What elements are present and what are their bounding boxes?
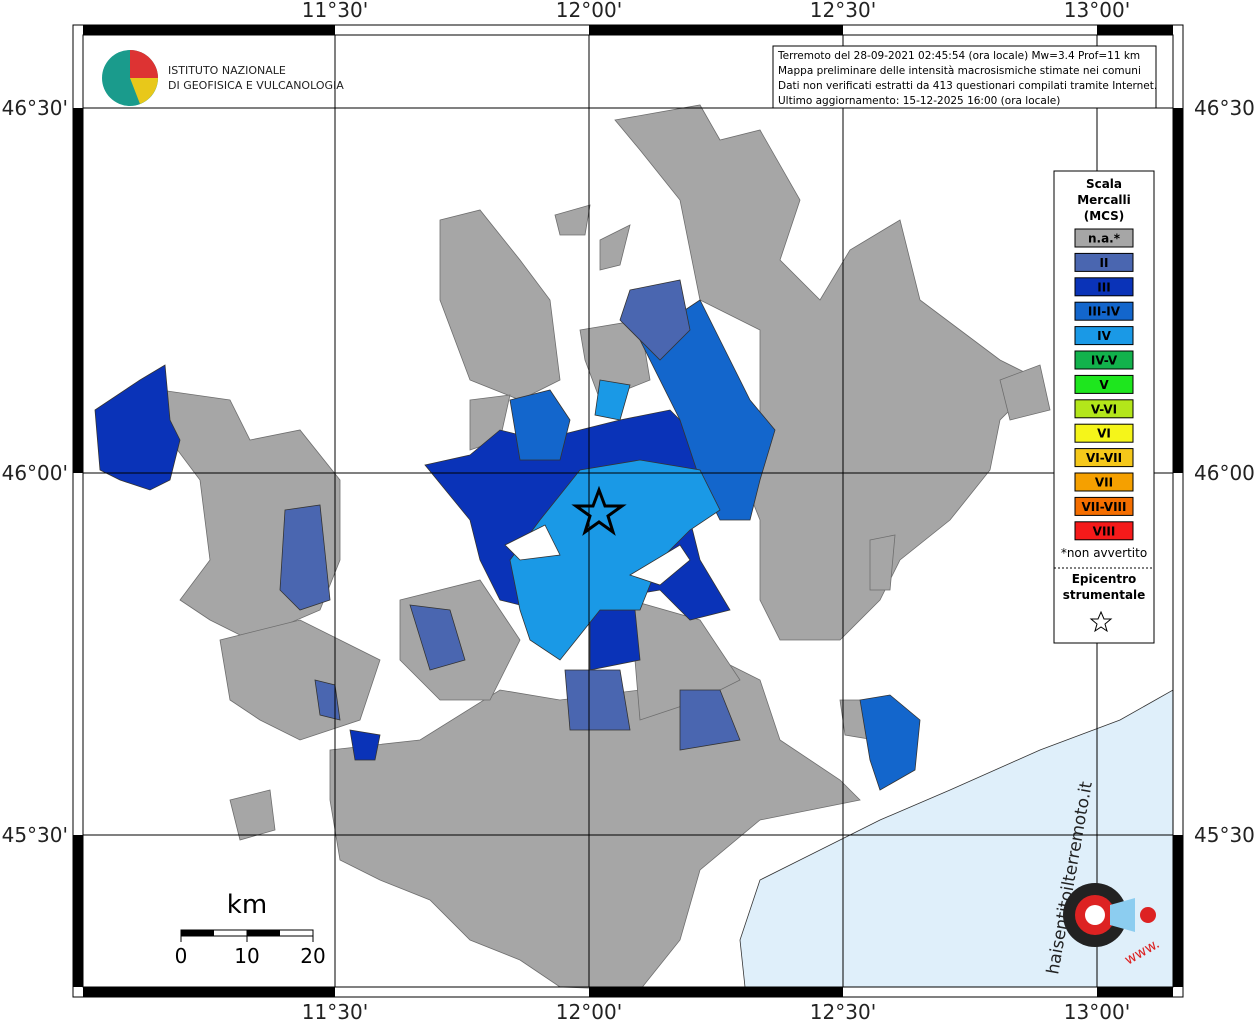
legend-title: Scala (1086, 177, 1122, 191)
lon-label: 13°00' (1064, 0, 1130, 22)
info-line: Terremoto del 28-09-2021 02:45:54 (ora l… (777, 50, 1140, 62)
legend-label: III-IV (1088, 305, 1121, 319)
ingv-logo: ISTITUTO NAZIONALE DI GEOFISICA E VULCAN… (102, 50, 344, 106)
legend-note: *non avvertito (1061, 546, 1147, 560)
legend-swatch (1074, 350, 1134, 370)
lat-label: 46°30' (1194, 96, 1256, 120)
info-line: Ultimo aggiornamento: 15-12-2025 16:00 (… (778, 95, 1060, 107)
lon-label: 11°30' (302, 0, 368, 22)
legend-label: VII (1095, 476, 1113, 490)
legend-label: II (1100, 256, 1109, 270)
legend-epicenter: strumentale (1063, 588, 1146, 602)
scale-tick-label: 0 (175, 944, 188, 968)
map-area (83, 35, 1174, 991)
legend-swatch (1074, 228, 1134, 248)
legend-swatch (1074, 374, 1134, 394)
legend-label: V-VI (1091, 402, 1117, 416)
info-box: Terremoto del 28-09-2021 02:45:54 (ora l… (772, 45, 1157, 109)
legend-label: n.a.* (1088, 232, 1121, 246)
lat-label: 45°30' (1194, 823, 1256, 847)
scale-unit: km (227, 890, 267, 920)
epicenter-star (571, 485, 627, 536)
scale-bar: km 0 10 20 (175, 890, 326, 968)
legend-label: VI (1097, 427, 1111, 441)
legend-swatch (1074, 472, 1134, 492)
legend-label: IV-V (1091, 354, 1118, 368)
legend-swatch (1074, 496, 1134, 516)
legend: ScalaMercalli(MCS)n.a.*IIIIIIII-IVIVIV-V… (1053, 170, 1155, 644)
legend-title: Mercalli (1077, 193, 1131, 207)
institute-line: ISTITUTO NAZIONALE (168, 64, 286, 77)
legend-swatch (1074, 399, 1134, 419)
legend-label: III (1097, 280, 1110, 294)
legend-label: V (1099, 378, 1109, 392)
legend-label: VI-VII (1086, 451, 1122, 465)
info-line: Mappa preliminare delle intensità macros… (778, 65, 1141, 77)
info-line: Dati non verificati estratti da 413 ques… (778, 80, 1157, 92)
legend-label: IV (1097, 329, 1111, 343)
lat-label: 45°30' (2, 823, 68, 847)
lat-label: 46°00' (2, 461, 68, 485)
lon-label: 12°00' (556, 1000, 622, 1024)
scale-tick-label: 10 (234, 944, 259, 968)
legend-swatch (1074, 252, 1134, 272)
frame (72, 24, 1184, 998)
legend-epicenter: Epicentro (1072, 572, 1137, 586)
legend-swatch (1074, 277, 1134, 297)
legend-star (1089, 610, 1113, 633)
legend-label: VII-VIII (1081, 500, 1126, 514)
scale-tick-label: 20 (300, 944, 325, 968)
legend-swatch (1074, 448, 1134, 468)
legend-title: (MCS) (1084, 209, 1125, 223)
lat-label: 46°00' (1194, 461, 1256, 485)
lon-label: 11°30' (302, 1000, 368, 1024)
legend-label: VIII (1093, 524, 1116, 538)
lat-label: 46°30' (2, 96, 68, 120)
legend-swatch (1074, 326, 1134, 346)
institute-line: DI GEOFISICA E VULCANOLOGIA (168, 79, 344, 92)
lon-label: 12°30' (810, 0, 876, 22)
legend-swatch (1074, 423, 1134, 443)
lon-label: 12°30' (810, 1000, 876, 1024)
legend-swatch (1074, 301, 1134, 321)
legend-swatch (1074, 521, 1134, 541)
lon-label: 12°00' (556, 0, 622, 22)
lon-label: 13°00' (1064, 1000, 1130, 1024)
